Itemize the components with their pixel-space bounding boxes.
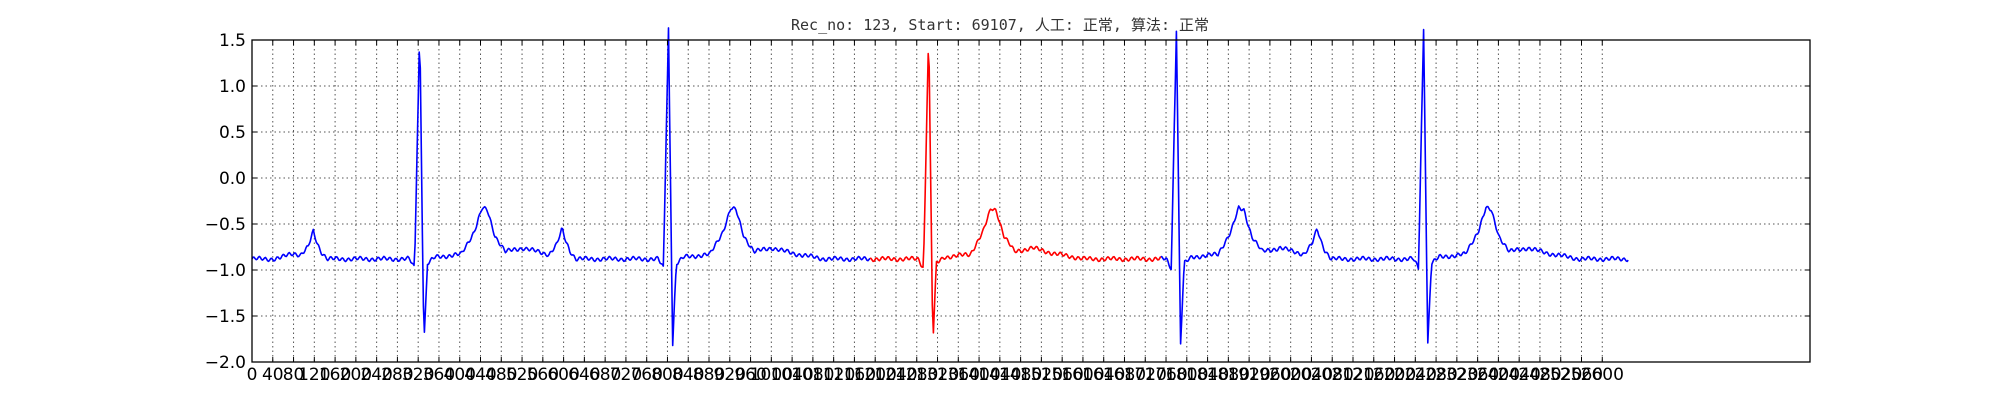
x-tick-label: 0 <box>247 365 258 385</box>
x-tick-label: 1160 <box>833 365 876 385</box>
x-tick-label: 2520 <box>1539 365 1582 385</box>
x-tick-label: 200 <box>340 365 372 385</box>
y-tick-label: −1.0 <box>205 261 246 281</box>
x-tick-label: 600 <box>547 365 579 385</box>
x-tick-label: 680 <box>589 365 621 385</box>
x-tick-label: 1600 <box>1061 365 1104 385</box>
x-tick-label: 800 <box>651 365 683 385</box>
x-tick-label: 1200 <box>854 365 897 385</box>
x-tick-label: 1720 <box>1124 365 1167 385</box>
x-tick-label: 1760 <box>1144 365 1187 385</box>
x-tick-label: 1240 <box>874 365 917 385</box>
y-tick-label: 1.5 <box>219 31 246 51</box>
x-tick-label: 2600 <box>1581 365 1624 385</box>
x-tick-label: 720 <box>610 365 642 385</box>
ecg-series-1 <box>251 27 871 347</box>
x-tick-label: 400 <box>444 365 476 385</box>
x-tick-label: 2280 <box>1414 365 1457 385</box>
x-tick-label: 2080 <box>1311 365 1354 385</box>
y-tick-label: −2.0 <box>205 353 246 373</box>
x-tick-label: 2000 <box>1269 365 1312 385</box>
x-tick-label: 320 <box>402 365 434 385</box>
x-tick-label: 480 <box>485 365 517 385</box>
x-tick-label: 920 <box>714 365 746 385</box>
y-tick-label: 1.0 <box>219 77 246 97</box>
x-tick-label: 2560 <box>1560 365 1603 385</box>
x-tick-label: 80 <box>283 365 305 385</box>
x-tick-label: 160 <box>319 365 351 385</box>
x-tick-label: 1440 <box>978 365 1021 385</box>
x-tick-label: 440 <box>464 365 496 385</box>
x-tick-label: 840 <box>672 365 704 385</box>
x-tick-label: 960 <box>734 365 766 385</box>
plot-frame <box>251 39 1811 363</box>
chart-title: Rec_no: 123, Start: 69107, 人工: 正常, 算法: 正… <box>791 16 1209 34</box>
y-tick-label: 0.0 <box>219 169 246 189</box>
x-tick-label: 560 <box>527 365 559 385</box>
x-tick-label: 1480 <box>999 365 1042 385</box>
x-tick-label: 1920 <box>1227 365 1270 385</box>
grid <box>252 40 1810 362</box>
x-tick-label: 520 <box>506 365 538 385</box>
y-tick-label: 0.5 <box>219 123 246 143</box>
x-tick-label: 360 <box>423 365 455 385</box>
x-tick-label: 1520 <box>1020 365 1063 385</box>
x-tick-label: 1560 <box>1041 365 1084 385</box>
x-tick-label: 240 <box>360 365 392 385</box>
x-tick-label: 1080 <box>791 365 834 385</box>
series-group <box>251 27 1629 347</box>
x-tick-label: 1640 <box>1082 365 1125 385</box>
x-tick-label: 1680 <box>1103 365 1146 385</box>
x-tick-label: 2200 <box>1373 365 1416 385</box>
ticks <box>251 39 1810 363</box>
x-tick-label: 2160 <box>1352 365 1395 385</box>
x-tick-label: 640 <box>568 365 600 385</box>
x-tick-label: 1960 <box>1248 365 1291 385</box>
x-tick-label: 2480 <box>1518 365 1561 385</box>
x-tick-label: 1120 <box>812 365 855 385</box>
x-tick-label: 2040 <box>1290 365 1333 385</box>
x-tick-label: 1400 <box>957 365 1000 385</box>
y-tick-labels: 1.5 1.0 0.5 0.0 −0.5 −1.0 −1.5 −2.0 <box>205 31 246 373</box>
x-tick-label: 40 <box>262 365 284 385</box>
x-tick-label: 1840 <box>1186 365 1229 385</box>
y-tick-label: −1.5 <box>205 307 246 327</box>
x-tick-label: 880 <box>693 365 725 385</box>
x-tick-label: 1880 <box>1207 365 1250 385</box>
x-tick-label: 280 <box>381 365 413 385</box>
x-tick-label: 1360 <box>937 365 980 385</box>
x-tick-label: 1320 <box>916 365 959 385</box>
x-tick-label: 2120 <box>1331 365 1374 385</box>
y-tick-label: −0.5 <box>205 215 246 235</box>
ecg-series-2 <box>869 52 1162 334</box>
x-tick-label: 2440 <box>1498 365 1541 385</box>
x-tick-label: 760 <box>630 365 662 385</box>
x-tick-label: 2400 <box>1477 365 1520 385</box>
x-tick-label: 1800 <box>1165 365 1208 385</box>
x-tick-label: 2320 <box>1435 365 1478 385</box>
x-tick-label: 2240 <box>1394 365 1437 385</box>
x-tick-label: 1000 <box>750 365 793 385</box>
x-tick-label: 1280 <box>895 365 938 385</box>
x-tick-label: 2360 <box>1456 365 1499 385</box>
x-tick-label: 1040 <box>770 365 813 385</box>
x-tick-labels: 0 40 8012016020024028032036040044048052056… <box>247 365 1624 385</box>
ecg-series-3 <box>1160 28 1629 345</box>
x-tick-label: 120 <box>298 365 330 385</box>
